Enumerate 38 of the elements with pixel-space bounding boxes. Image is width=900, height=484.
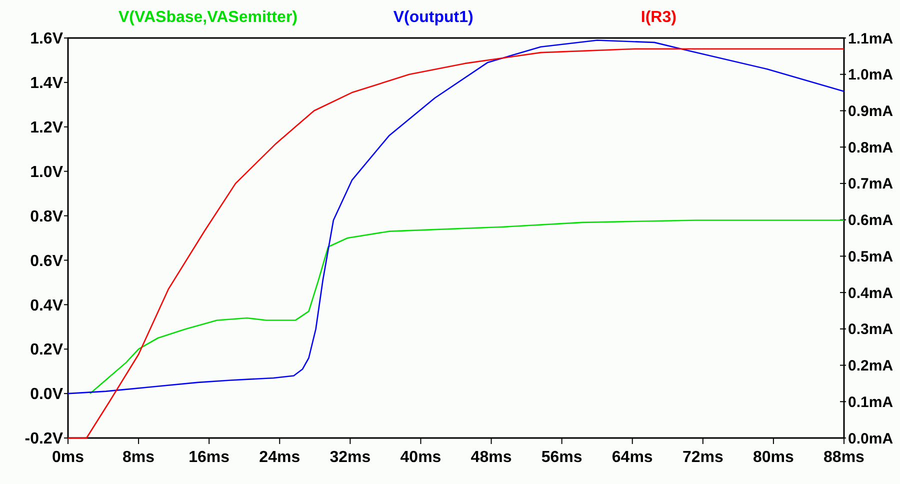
x-tick-label: 72ms: [682, 449, 724, 466]
x-tick-label: 32ms: [330, 449, 371, 466]
y2-tick-label: 0.7mA: [848, 176, 894, 193]
line-series: [89, 220, 845, 394]
y2-tick-label: 1.0mA: [848, 66, 894, 84]
y2-tick-label: 0.8mA: [848, 139, 894, 156]
y2-tick-label: 0.0mA: [848, 430, 894, 448]
x-tick-label: 16ms: [188, 449, 230, 466]
text: V(VASbase,VASemitter): [118, 9, 298, 26]
y-tick-label: 0.6V: [30, 252, 64, 270]
y-tick-label: 0.0V: [30, 386, 64, 404]
x-tick-label: 8ms: [122, 449, 155, 466]
x-tick-label: 0ms: [52, 449, 84, 466]
x-tick-label: 64ms: [612, 449, 653, 466]
y-tick-label: 1.6V: [30, 30, 64, 48]
y-tick-label: 0.4V: [30, 297, 64, 314]
y2-tick-label: 0.5mA: [848, 248, 894, 266]
y2-tick-label: 0.2mA: [848, 358, 894, 375]
y2-tick-label: 0.6mA: [848, 212, 894, 230]
y2-tick-label: 1.1mA: [848, 30, 894, 48]
y-tick-label: -0.2V: [24, 430, 64, 448]
x-tick-label: 48ms: [470, 449, 512, 466]
y-tick-label: 0.2V: [30, 342, 64, 359]
x-tick-label: 40ms: [400, 449, 442, 466]
y2-tick-label: 0.9mA: [848, 102, 894, 120]
x-tick-label: 24ms: [259, 449, 300, 466]
y2-tick-label: 0.4mA: [848, 284, 894, 302]
text: V(output1): [393, 9, 474, 26]
x-tick-label: 88ms: [824, 449, 865, 466]
x-tick-label: 80ms: [752, 449, 794, 466]
x-tick-label: 56ms: [541, 449, 582, 466]
y2-tick-label: 0.3mA: [848, 321, 894, 338]
y-tick-label: 1.2V: [30, 119, 64, 136]
y2-tick-label: 0.1mA: [848, 394, 894, 411]
y-tick-label: 1.4V: [30, 75, 64, 92]
series-label: I(R3): [640, 9, 676, 26]
y-tick-label: 1.0V: [30, 164, 64, 181]
y-tick-label: 0.8V: [30, 208, 64, 226]
